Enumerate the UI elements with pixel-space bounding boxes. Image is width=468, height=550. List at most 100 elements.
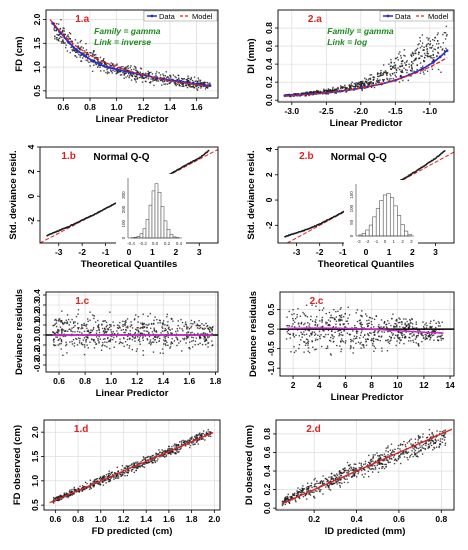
data-point [368, 77, 370, 80]
data-point [360, 325, 362, 327]
data-point [425, 336, 427, 338]
data-point [98, 331, 101, 334]
data-point [177, 444, 180, 446]
data-point [398, 455, 400, 457]
data-point [391, 65, 394, 68]
data-point [154, 79, 156, 82]
data-point [99, 479, 102, 481]
data-point [402, 71, 404, 74]
data-point [123, 68, 126, 70]
data-point [91, 329, 94, 332]
data-point [105, 71, 107, 74]
data-point [298, 497, 301, 500]
data-point [122, 320, 124, 323]
data-point [358, 467, 360, 469]
data-point [98, 482, 100, 484]
data-point [376, 338, 379, 341]
histogram-bar [142, 228, 147, 239]
y-axis-label: Deviance residuals [14, 289, 25, 375]
data-point [378, 458, 380, 460]
x-tick-label: 1.2 [118, 514, 130, 524]
data-point [168, 77, 170, 80]
data-point [59, 36, 62, 38]
data-point [337, 86, 339, 89]
data-point [295, 93, 297, 95]
data-point [210, 435, 212, 438]
data-point [153, 327, 155, 329]
data-point [206, 87, 209, 89]
data-point [106, 341, 108, 344]
data-point [140, 332, 143, 334]
data-point [389, 75, 392, 77]
data-point [378, 467, 380, 470]
data-point [117, 470, 120, 472]
data-point [388, 342, 391, 345]
data-point [413, 448, 415, 450]
data-point [66, 330, 69, 332]
data-point [443, 434, 445, 436]
data-point [134, 79, 137, 81]
data-point [384, 320, 386, 323]
data-point [314, 321, 317, 324]
data-point [71, 318, 73, 321]
data-point [199, 432, 201, 435]
data-point [429, 44, 431, 46]
data-point [411, 323, 414, 325]
data-point [437, 68, 440, 71]
x-tick-label: 3 [197, 247, 202, 257]
data-point [401, 332, 403, 334]
data-point [304, 344, 307, 347]
data-point [123, 337, 125, 340]
data-point [363, 476, 365, 478]
data-point [350, 340, 352, 343]
data-point [85, 339, 87, 341]
data-point [79, 337, 81, 340]
data-point [129, 66, 132, 69]
data-point [81, 490, 84, 492]
data-point [382, 466, 384, 468]
data-point [329, 324, 331, 327]
data-point [104, 330, 107, 333]
data-point [196, 327, 199, 329]
data-point [89, 52, 91, 54]
data-point [76, 322, 79, 325]
data-point [326, 91, 328, 93]
data-point [362, 84, 365, 86]
data-point [65, 496, 67, 498]
data-point [352, 347, 355, 349]
data-point [370, 83, 372, 85]
data-point [394, 57, 397, 60]
qq-point [315, 225, 318, 227]
data-point [71, 488, 73, 491]
data-point [353, 86, 355, 88]
data-point [373, 76, 376, 79]
data-point [372, 331, 375, 334]
data-point [173, 443, 176, 445]
y-tick-label: 0.5 [30, 499, 40, 511]
data-point [63, 30, 65, 32]
data-point [80, 60, 82, 62]
data-point [421, 333, 423, 335]
data-point [77, 488, 79, 490]
data-point [411, 335, 413, 337]
data-point [89, 65, 91, 67]
data-point [297, 487, 299, 489]
data-point [419, 40, 422, 42]
data-point [162, 77, 165, 79]
inset-x-tick-label: -3 [357, 239, 361, 244]
data-point [154, 461, 157, 464]
data-point [185, 325, 188, 327]
data-point [344, 84, 346, 87]
data-point [127, 472, 129, 474]
y-tick-label: 0.0 [262, 502, 272, 514]
data-point [90, 331, 92, 333]
data-point [112, 331, 114, 333]
data-point [89, 311, 91, 313]
data-point [307, 329, 310, 331]
data-point [302, 489, 304, 491]
data-point [327, 91, 329, 93]
data-point [87, 335, 89, 337]
data-point [425, 442, 427, 445]
data-point [95, 336, 98, 338]
data-point [303, 341, 306, 343]
